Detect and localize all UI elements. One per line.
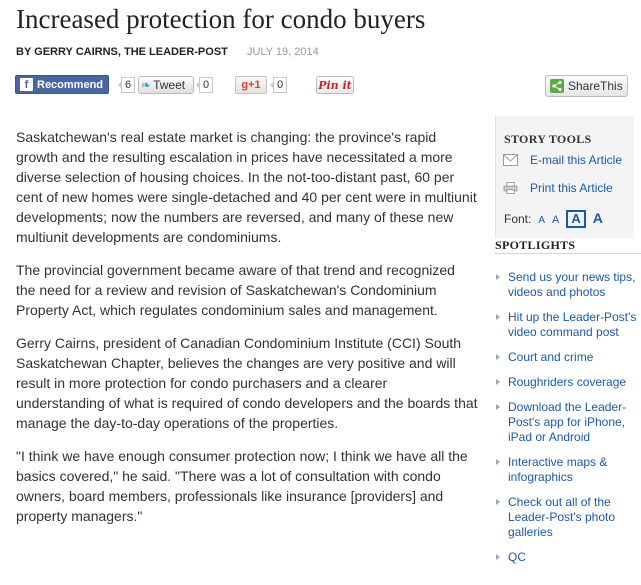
article-body: Saskatchewan's real estate market is cha… [16, 127, 478, 539]
byline-author: BY GERRY CAIRNS, THE LEADER-POST [16, 46, 228, 58]
facebook-icon: f [20, 78, 33, 91]
google-plus-button[interactable]: g+1 [235, 76, 267, 94]
email-article-label: E-mail this Article [530, 153, 623, 167]
tweet-count: 0 [195, 77, 214, 93]
spotlights-list: Send us your news tips, videos and photo… [494, 270, 641, 575]
facebook-recommend-button[interactable]: f Recommend [15, 75, 109, 94]
sharethis-label: ShareThis [568, 79, 623, 93]
spotlight-link[interactable]: Court and crime [494, 350, 641, 365]
spotlight-link-text: Interactive maps & infographics [508, 455, 608, 484]
tweet-label: Tweet [153, 78, 186, 92]
spotlight-link[interactable]: Roughriders coverage [494, 375, 641, 390]
font-label: Font: [504, 212, 532, 226]
email-article-link[interactable]: E-mail this Article [503, 153, 622, 167]
google-plus-label: g+1 [241, 79, 261, 91]
spotlight-link[interactable]: Hit up the Leader-Post's video command p… [494, 310, 641, 340]
spotlight-link[interactable]: Send us your news tips, videos and photo… [494, 270, 641, 300]
font-size-medium-selected[interactable]: A [566, 210, 586, 228]
spotlight-link-text: Court and crime [508, 350, 594, 364]
spotlights-divider [495, 253, 641, 254]
font-size-large[interactable]: A [592, 210, 603, 226]
google-plus-count: 0 [269, 77, 288, 93]
spotlight-link[interactable]: Interactive maps & infographics [494, 455, 641, 485]
tweet-button[interactable]: ❧ Tweet [138, 76, 194, 94]
spotlight-link[interactable]: Download the Leader-Post's app for iPhon… [494, 400, 641, 445]
article-paragraph: Gerry Cairns, president of Canadian Cond… [16, 335, 478, 431]
font-size-small[interactable]: A [552, 214, 560, 226]
spotlight-link-text: Check out all of the Leader-Post's photo… [508, 495, 616, 539]
facebook-recommend-label: Recommend [37, 78, 104, 91]
twitter-bird-icon: ❧ [141, 78, 152, 92]
spotlight-link-text: Download the Leader-Post's app for iPhon… [508, 400, 627, 444]
spotlight-link-text: QC [508, 550, 526, 564]
byline-date: JULY 19, 2014 [246, 46, 319, 58]
print-article-link[interactable]: Print this Article [503, 181, 613, 195]
envelope-icon [503, 154, 518, 166]
pin-it-label: Pin it [318, 78, 352, 92]
spotlight-link-text: Hit up the Leader-Post's video command p… [508, 310, 637, 339]
story-tools-title: STORY TOOLS [504, 132, 592, 146]
sharethis-button[interactable]: ShareThis [545, 75, 628, 97]
spotlight-link-text: Roughriders coverage [508, 375, 627, 389]
font-size-control: Font: A A A A [504, 210, 603, 228]
spotlight-link[interactable]: QC [494, 550, 641, 565]
article-paragraph: "I think we have enough consumer protect… [16, 448, 468, 524]
story-tools-panel: STORY TOOLS E-mail this Article Print th… [495, 116, 634, 238]
font-size-smallest[interactable]: A [538, 215, 546, 226]
byline: BY GERRY CAIRNS, THE LEADER-POST JULY 19… [16, 46, 319, 58]
article-paragraph: The provincial government became aware o… [16, 262, 455, 318]
printer-icon [503, 182, 518, 194]
sharethis-icon [550, 79, 564, 93]
article-paragraph: Saskatchewan's real estate market is cha… [16, 129, 477, 245]
spotlight-link-text: Send us your news tips, videos and photo… [508, 270, 636, 299]
article-headline: Increased protection for condo buyers [16, 4, 426, 34]
pin-it-button[interactable]: Pin it [316, 76, 354, 94]
facebook-count: 6 [117, 77, 136, 93]
print-article-label: Print this Article [530, 181, 613, 195]
spotlights-title: SPOTLIGHTS [495, 238, 576, 252]
spotlight-link[interactable]: Check out all of the Leader-Post's photo… [494, 495, 641, 540]
